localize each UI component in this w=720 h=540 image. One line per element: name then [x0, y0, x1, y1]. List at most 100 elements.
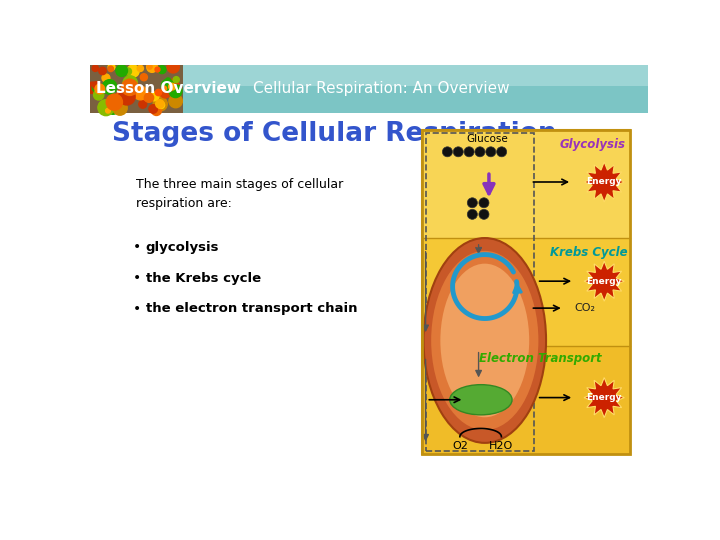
- Circle shape: [156, 89, 161, 96]
- Circle shape: [98, 100, 114, 116]
- FancyBboxPatch shape: [423, 130, 630, 238]
- Ellipse shape: [423, 238, 546, 443]
- Circle shape: [166, 78, 171, 83]
- Ellipse shape: [441, 264, 529, 417]
- Circle shape: [479, 210, 489, 219]
- Circle shape: [139, 100, 147, 108]
- Circle shape: [166, 79, 179, 92]
- Ellipse shape: [431, 251, 539, 430]
- Circle shape: [149, 105, 158, 113]
- Polygon shape: [584, 377, 624, 417]
- Circle shape: [442, 147, 452, 157]
- Text: The three main stages of cellular
respiration are:: The three main stages of cellular respir…: [137, 178, 343, 210]
- FancyBboxPatch shape: [90, 65, 648, 86]
- Circle shape: [467, 198, 477, 208]
- Circle shape: [144, 93, 153, 103]
- Circle shape: [174, 77, 179, 83]
- Circle shape: [155, 67, 160, 72]
- Circle shape: [153, 97, 167, 111]
- Circle shape: [119, 89, 135, 105]
- Circle shape: [169, 94, 182, 107]
- Text: Energy: Energy: [587, 178, 622, 186]
- Text: the electron transport chain: the electron transport chain: [145, 302, 357, 315]
- Circle shape: [486, 147, 496, 157]
- Circle shape: [156, 100, 164, 108]
- Text: Glucose: Glucose: [466, 134, 508, 145]
- Circle shape: [160, 88, 171, 98]
- Circle shape: [166, 84, 174, 91]
- Circle shape: [127, 65, 139, 77]
- Circle shape: [108, 64, 115, 70]
- Circle shape: [158, 102, 165, 109]
- Circle shape: [497, 147, 507, 157]
- Text: Stages of Cellular Respiration: Stages of Cellular Respiration: [112, 121, 557, 147]
- Circle shape: [479, 198, 489, 208]
- Text: Energy: Energy: [587, 393, 622, 402]
- Text: glycolysis: glycolysis: [145, 241, 220, 254]
- Text: Glycolysis: Glycolysis: [559, 138, 626, 151]
- Circle shape: [112, 100, 127, 115]
- Circle shape: [117, 90, 129, 102]
- Polygon shape: [584, 162, 624, 202]
- Circle shape: [92, 65, 99, 71]
- Text: •: •: [132, 240, 141, 254]
- Circle shape: [147, 62, 158, 72]
- Circle shape: [464, 147, 474, 157]
- Circle shape: [106, 109, 110, 113]
- Circle shape: [102, 80, 117, 94]
- FancyBboxPatch shape: [423, 130, 630, 454]
- Circle shape: [93, 82, 101, 90]
- FancyBboxPatch shape: [423, 238, 630, 346]
- Text: •: •: [132, 302, 141, 316]
- Circle shape: [168, 83, 176, 90]
- Circle shape: [153, 93, 159, 98]
- Circle shape: [162, 86, 166, 91]
- Circle shape: [161, 79, 174, 92]
- Circle shape: [151, 105, 161, 116]
- Text: CO₂: CO₂: [574, 303, 595, 313]
- Text: H2O: H2O: [490, 441, 513, 451]
- Circle shape: [125, 68, 132, 75]
- Polygon shape: [584, 261, 624, 301]
- Circle shape: [99, 101, 112, 114]
- Circle shape: [123, 76, 138, 90]
- Circle shape: [107, 94, 122, 110]
- Circle shape: [99, 68, 107, 75]
- Circle shape: [123, 86, 138, 100]
- Text: the Krebs cycle: the Krebs cycle: [145, 272, 261, 285]
- Circle shape: [107, 103, 119, 114]
- Text: Electron Transport: Electron Transport: [479, 352, 601, 365]
- Circle shape: [87, 82, 98, 93]
- Circle shape: [467, 210, 477, 219]
- Circle shape: [453, 147, 463, 157]
- Circle shape: [140, 73, 148, 81]
- Circle shape: [92, 83, 102, 92]
- Ellipse shape: [450, 384, 512, 415]
- Circle shape: [95, 84, 104, 94]
- FancyBboxPatch shape: [90, 65, 183, 113]
- Text: O2: O2: [452, 441, 468, 451]
- FancyBboxPatch shape: [90, 113, 648, 481]
- Text: Krebs Cycle: Krebs Cycle: [550, 246, 627, 259]
- Circle shape: [148, 64, 152, 69]
- Circle shape: [133, 86, 148, 100]
- FancyBboxPatch shape: [423, 346, 630, 454]
- Circle shape: [116, 65, 127, 77]
- Text: Lesson Overview: Lesson Overview: [96, 81, 241, 96]
- Circle shape: [167, 61, 179, 73]
- Circle shape: [158, 66, 166, 73]
- Circle shape: [150, 92, 159, 101]
- Circle shape: [138, 65, 143, 71]
- Circle shape: [108, 66, 114, 72]
- Text: •: •: [132, 271, 141, 285]
- Circle shape: [143, 92, 151, 101]
- Circle shape: [107, 80, 114, 86]
- Circle shape: [475, 147, 485, 157]
- Text: Energy: Energy: [587, 276, 622, 286]
- FancyBboxPatch shape: [90, 65, 648, 113]
- Circle shape: [102, 74, 110, 82]
- Circle shape: [94, 90, 104, 100]
- Circle shape: [169, 85, 182, 98]
- Text: Cellular Respiration: An Overview: Cellular Respiration: An Overview: [253, 81, 509, 96]
- Circle shape: [122, 79, 138, 96]
